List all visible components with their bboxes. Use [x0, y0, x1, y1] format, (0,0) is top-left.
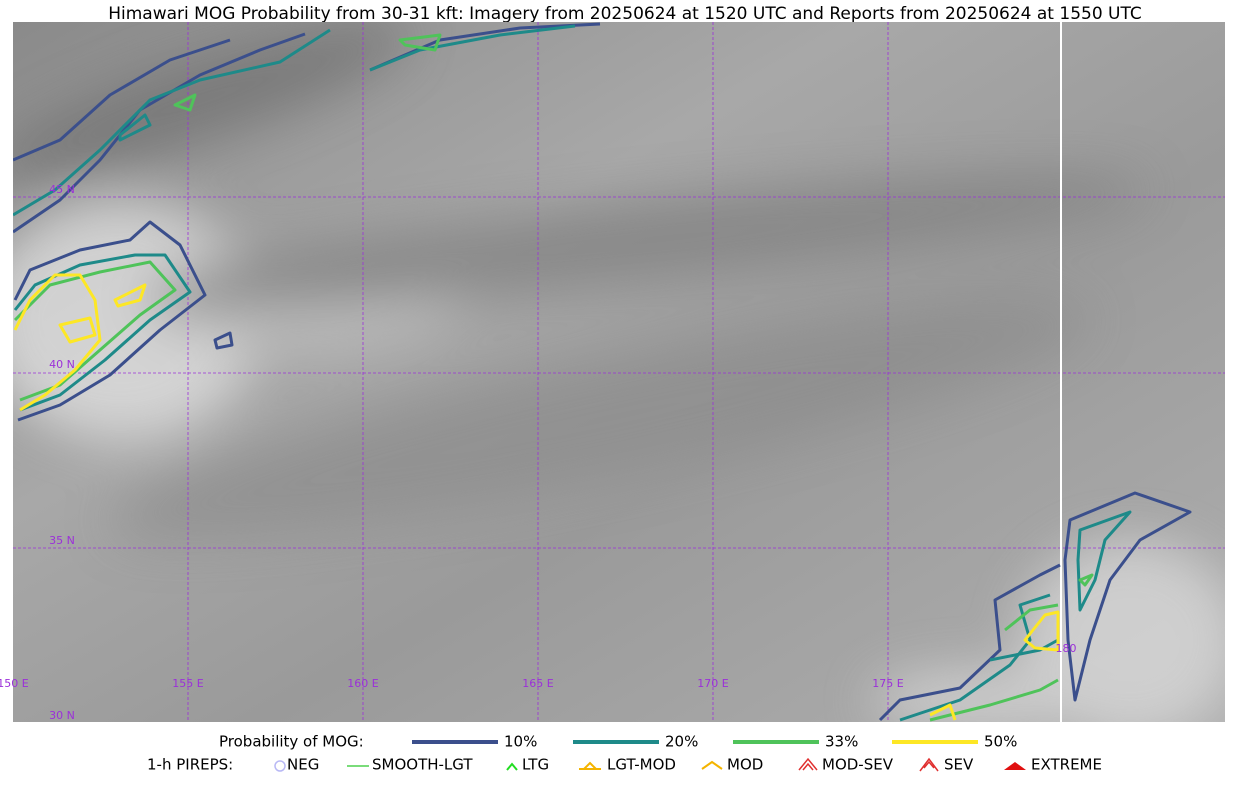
title: Himawari MOG Probability from 30-31 kft:…: [108, 4, 1142, 24]
legend-icon: [1004, 762, 1026, 770]
legend-label: LTG: [522, 756, 549, 774]
legend-icon: [919, 757, 939, 772]
lat-label: 35 N: [49, 534, 75, 547]
legend-icon: [579, 761, 601, 770]
legend-label: 33%: [825, 733, 858, 751]
legend-label: MOD-SEV: [822, 756, 894, 774]
legend-icon: [506, 762, 518, 771]
legend-label: EXTREME: [1031, 756, 1102, 774]
lat-label: 45 N: [49, 183, 75, 196]
lat-label: 40 N: [49, 358, 75, 371]
legend-icon: [798, 757, 818, 771]
map: [13, 22, 1225, 722]
legend-label: 50%: [984, 733, 1017, 751]
legend-label: 20%: [665, 733, 698, 751]
legend-label: SMOOTH-LGT: [372, 756, 473, 774]
lon-label: 165 E: [522, 677, 553, 690]
lon-label: 155 E: [172, 677, 203, 690]
legend-label: LGT-MOD: [607, 756, 676, 774]
legend-icon: [701, 760, 723, 770]
lon-label: 160 E: [347, 677, 378, 690]
legend-label: SEV: [944, 756, 974, 774]
lat-label: 30 N: [49, 709, 75, 722]
legend-title: 1-h PIREPS:: [147, 756, 233, 774]
lon-label: 150 E: [0, 677, 29, 690]
legend-label: NEG: [287, 756, 319, 774]
lon-label: 170 E: [697, 677, 728, 690]
lon-label: 180: [1056, 642, 1077, 655]
legend-label: 10%: [504, 733, 537, 751]
legend-icon: [274, 760, 286, 772]
lon-label: 175 E: [872, 677, 903, 690]
legend-label: MOD: [727, 756, 763, 774]
legend-title: Probability of MOG:: [219, 733, 364, 751]
